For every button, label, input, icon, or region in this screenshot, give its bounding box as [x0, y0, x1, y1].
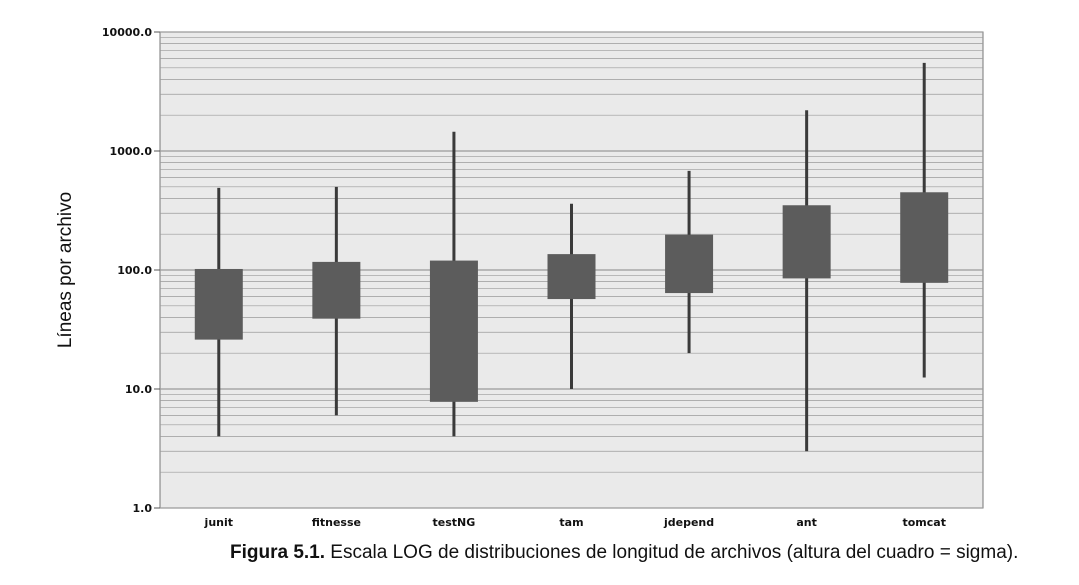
- category-label-fitnesse: fitnesse: [312, 516, 361, 529]
- y-tick-label: 10.0: [125, 383, 152, 396]
- figure-caption: Figura 5.1. Escala LOG de distribuciones…: [230, 542, 1018, 564]
- y-tick-label: 100.0: [117, 264, 152, 277]
- box-jdepend: [665, 234, 714, 294]
- box-testNG: [429, 260, 478, 402]
- box-plot-chart: 1.0 10.0 100.0 1000.0 10000.0 junit fitnesse t…: [55, 26, 984, 529]
- category-label-junit: junit: [204, 516, 233, 529]
- caption-text: Escala LOG de distribuciones de longitud…: [325, 542, 1019, 563]
- category-label-tomcat: tomcat: [902, 516, 945, 529]
- caption-label: Figura 5.1.: [230, 542, 326, 563]
- y-axis-label: Líneas por archivo: [55, 192, 76, 348]
- category-label-jdepend: jdepend: [663, 516, 714, 529]
- category-label-testNG: testNG: [433, 516, 476, 529]
- box-fitnesse: [312, 261, 361, 319]
- box-ant: [782, 205, 831, 279]
- box-tam: [547, 254, 596, 300]
- box-tomcat: [900, 192, 949, 283]
- box-junit: [194, 268, 243, 340]
- x-axis-categories: junit fitnesse testNG tam jdepend ant tomcat: [204, 516, 946, 529]
- y-tick-label: 10000.0: [102, 26, 152, 39]
- data-marks: [194, 62, 949, 452]
- y-tick-label: 1000.0: [110, 145, 153, 158]
- category-label-tam: tam: [559, 516, 583, 529]
- category-label-ant: ant: [796, 516, 817, 529]
- y-tick-label: 1.0: [133, 502, 153, 515]
- y-axis-ticks: 1.0 10.0 100.0 1000.0 10000.0: [102, 26, 160, 515]
